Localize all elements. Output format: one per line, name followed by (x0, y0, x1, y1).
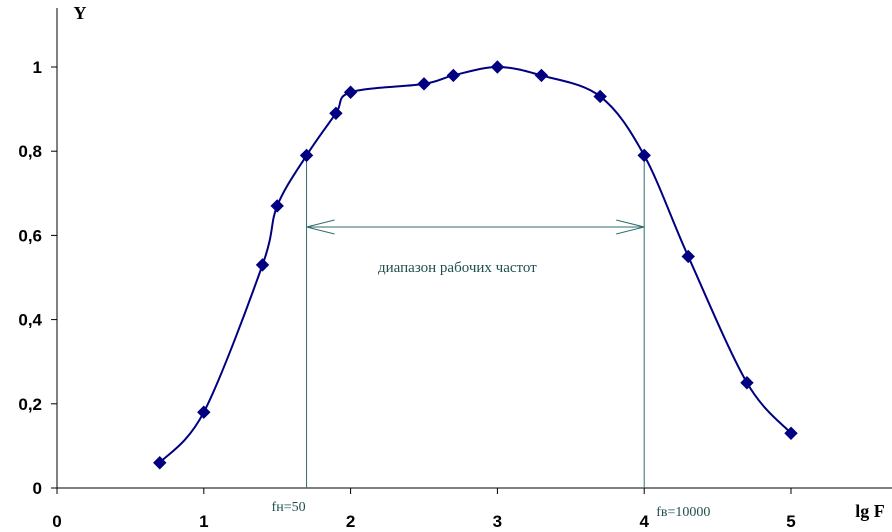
x-tick-label: 0 (52, 512, 61, 531)
data-point (534, 68, 549, 83)
y-tick-label: 0,6 (18, 226, 42, 245)
series-line (159, 65, 792, 464)
band-label: диапазон рабочих частот (378, 260, 537, 276)
x-tick-label: 4 (639, 512, 649, 531)
y-axis-title: Y (74, 3, 87, 23)
data-point (446, 68, 461, 83)
x-tick-label: 1 (199, 512, 208, 531)
data-point (740, 376, 754, 390)
data-point (490, 60, 505, 74)
data-point (299, 148, 314, 163)
y-tick-label: 0,4 (18, 311, 42, 330)
axes (51, 8, 892, 494)
labels: 0 0,2 0,4 0,6 0,8 1 0 1 2 3 4 5 Ylg F диапазон рабочи… (18, 3, 884, 531)
x-tick-label: 3 (493, 512, 502, 531)
y-tick-label: 0,2 (18, 395, 42, 414)
y-tick-label: 0,8 (18, 142, 42, 161)
x-tick-label: 2 (346, 512, 355, 531)
data-point (784, 426, 798, 440)
data-point (153, 456, 167, 470)
fv-label: fв=10000 (656, 505, 710, 520)
data-point (197, 405, 211, 419)
x-tick-label: 5 (786, 512, 795, 531)
data-point (329, 106, 343, 121)
data-point (593, 89, 607, 104)
band-arrow-right-head (616, 219, 645, 235)
data-point (255, 258, 270, 272)
series (153, 60, 798, 470)
y-tick-label: 1 (33, 58, 42, 77)
fn-label: fн=50 (272, 500, 306, 515)
data-point (637, 148, 651, 163)
y-tick-label: 0 (33, 479, 42, 498)
band-arrow-left-head (306, 219, 335, 235)
data-point (417, 77, 431, 91)
data-point (681, 249, 695, 264)
data-point (343, 85, 358, 99)
cutoff-guides (306, 155, 645, 488)
data-point (270, 199, 284, 213)
x-axis-title: lg F (855, 501, 885, 521)
